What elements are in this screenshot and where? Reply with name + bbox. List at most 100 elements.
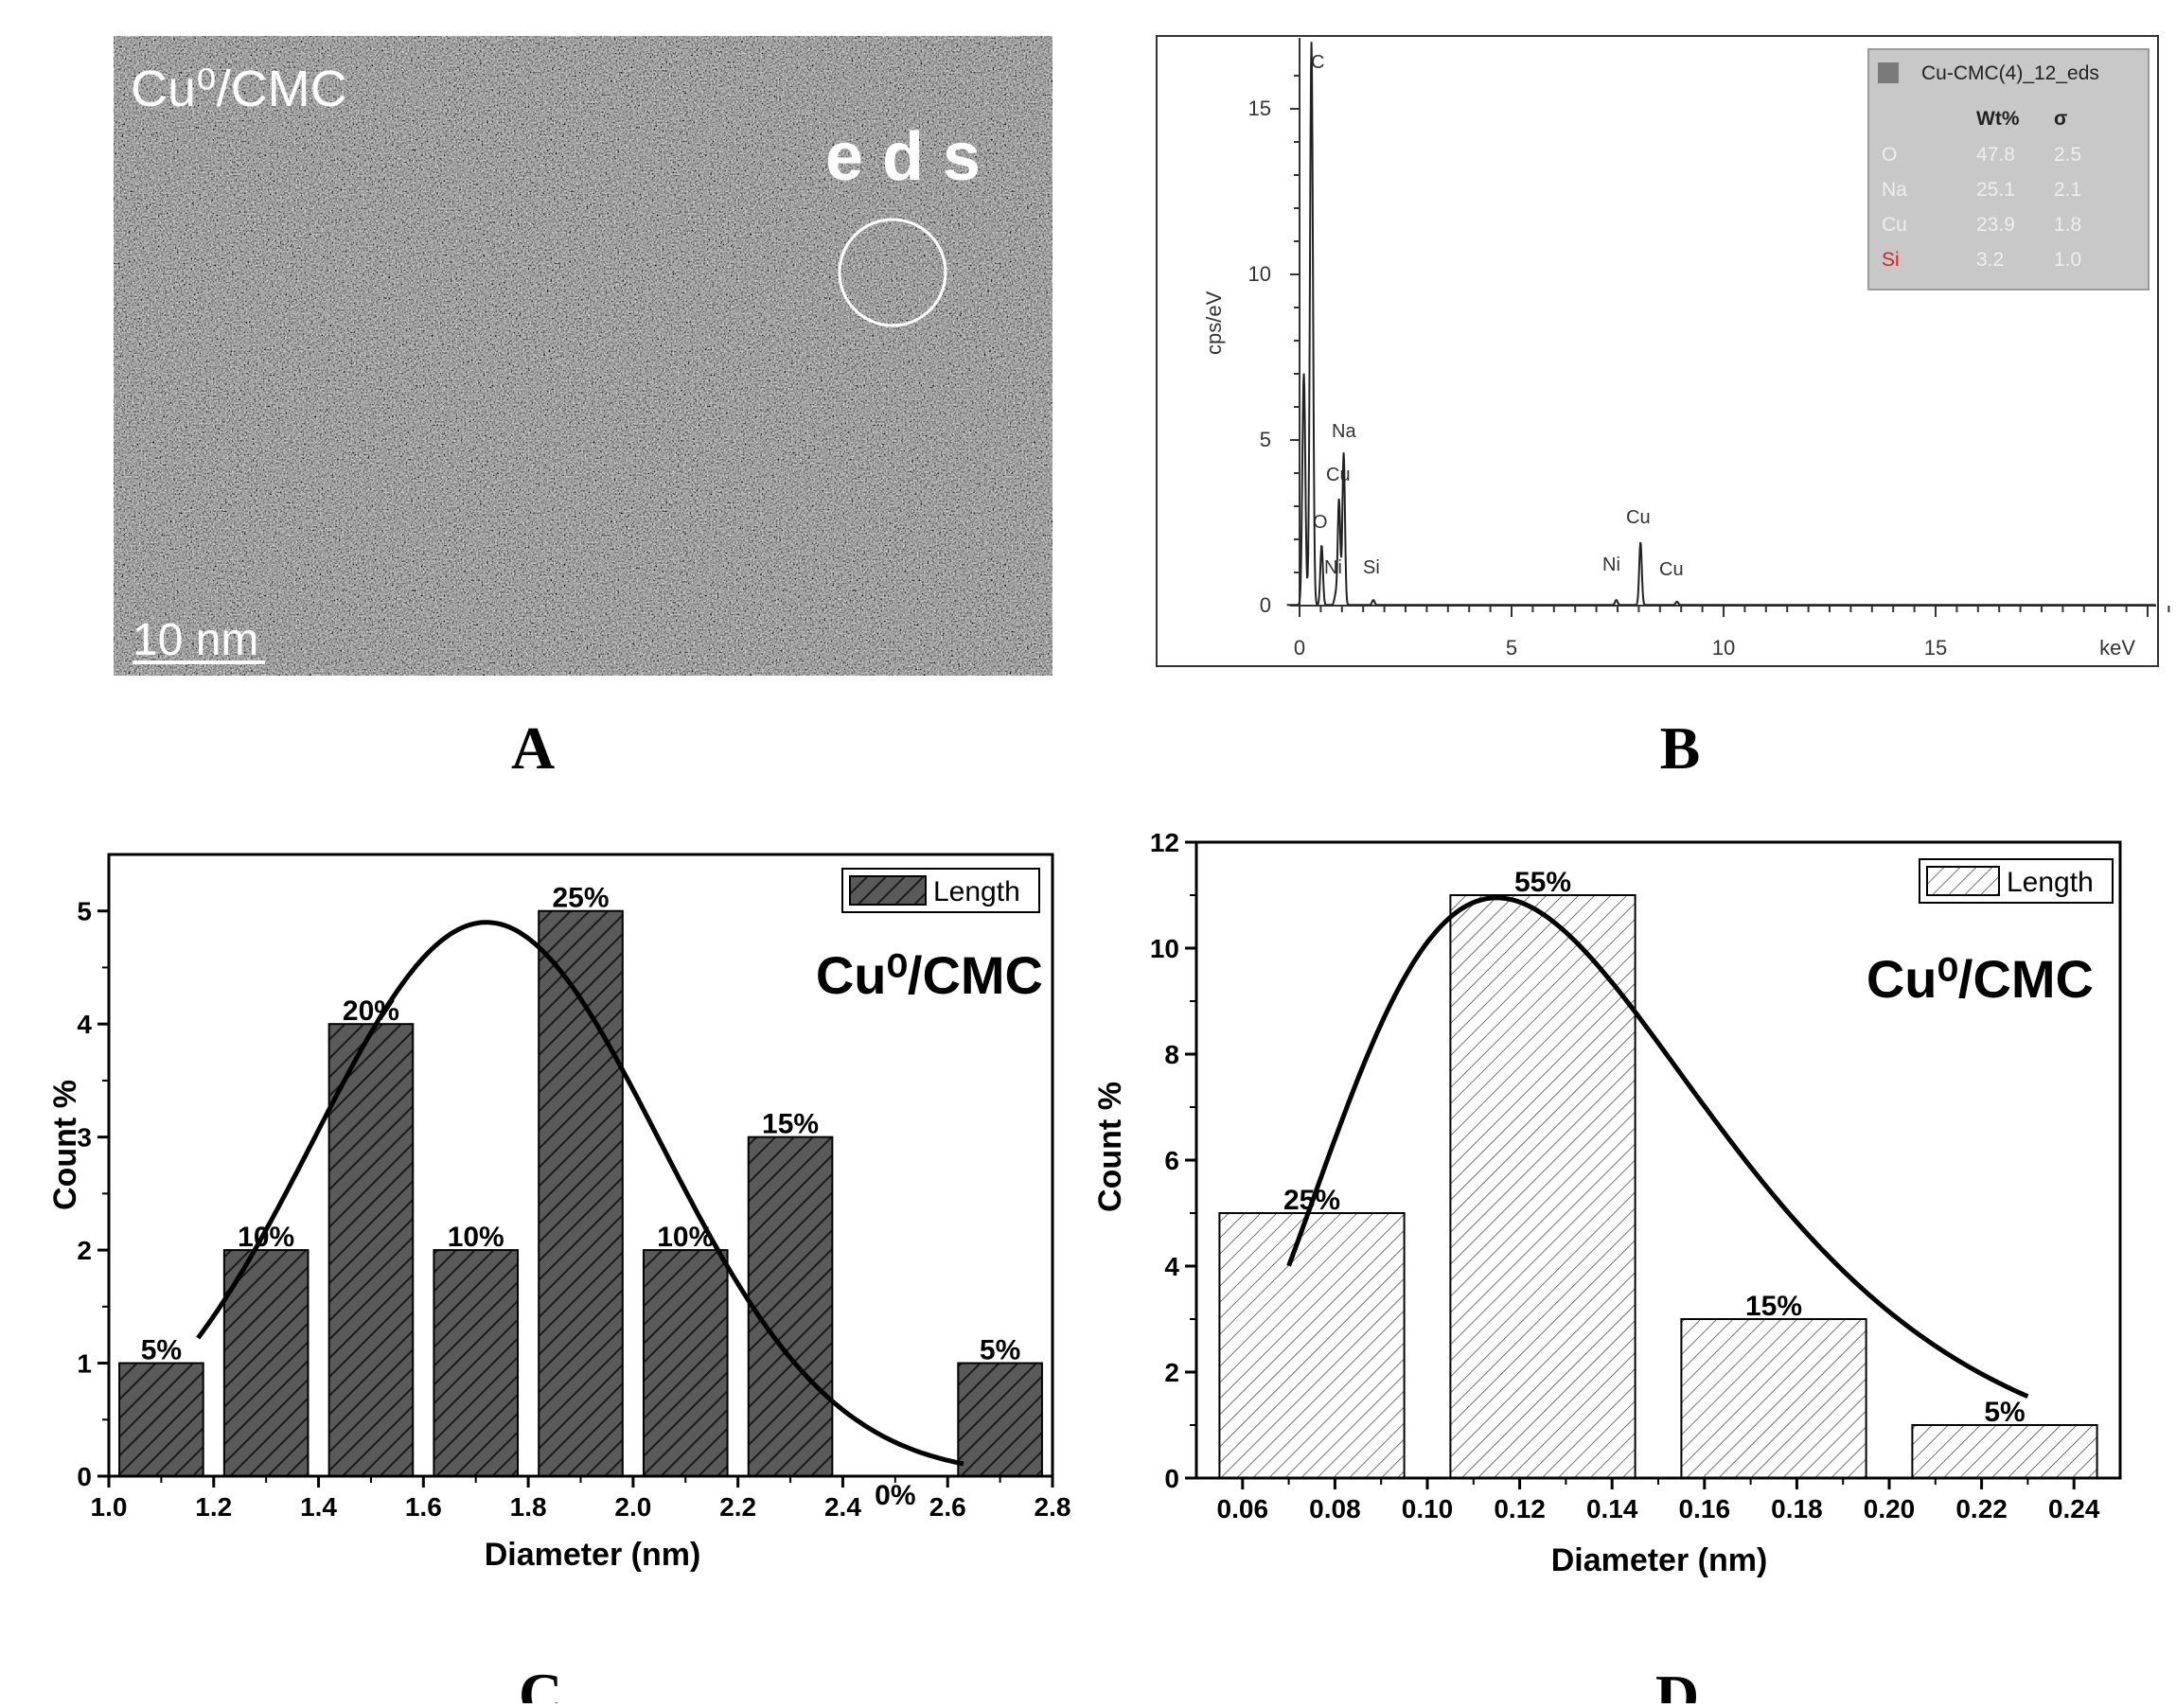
peak-label-si: Si: [1363, 557, 1380, 578]
hist-d-y-label: Count %: [1092, 1082, 1128, 1212]
hist-d-bar-label: 15%: [1745, 1291, 1802, 1322]
eds-spectrum-line: [1286, 42, 2156, 607]
eds-y-tick-10: 10: [1248, 262, 1271, 286]
panel-letter-a: A: [511, 714, 555, 782]
peak-label-o: O: [1313, 512, 1328, 533]
eds-label: e d s: [825, 119, 981, 195]
hist-d-x-tick: 0.12: [1494, 1494, 1546, 1523]
scale-bar-label: 10 nm: [133, 615, 258, 665]
hist-d-x-tick: 0.06: [1217, 1494, 1269, 1523]
hist-c-title: Cu⁰/CMC: [816, 945, 1043, 1005]
hist-c-bar: [642, 1249, 729, 1478]
hist-c-x-tick: 2.8: [1035, 1492, 1071, 1522]
hist-d-x-tick: 0.24: [2048, 1494, 2100, 1523]
eds-axes: 0 5 10 15 0 5 10 15: [1248, 97, 1948, 660]
eds-x-tick-10: 10: [1712, 636, 1735, 660]
peak-label-ni-k: Ni: [1602, 555, 1620, 575]
eds-legend-header-sigma: σ: [2054, 108, 2067, 130]
eds-y-tick-15: 15: [1248, 97, 1271, 120]
hist-c-bar: [747, 1136, 834, 1477]
hist-d-bar: [1911, 1424, 2098, 1479]
eds-legend-swatch: [1878, 62, 1899, 83]
panel-a: Cu⁰/CMC e d s 10 nm A: [114, 36, 1053, 782]
eds-peak-labels: C Na Cu O Ni Si Cu Ni Cu: [1311, 52, 1684, 580]
hist-d-y-tick: 10: [1150, 934, 1179, 963]
hist-c-x-tick: 1.0: [91, 1492, 128, 1522]
peak-label-cu-l: Cu: [1326, 465, 1351, 485]
hist-d-x-tick: 0.08: [1309, 1494, 1361, 1523]
peak-label-c: C: [1311, 52, 1324, 73]
hist-c-fit-curve: [196, 920, 964, 1467]
hist-c-y-tick: 1: [77, 1349, 92, 1379]
hist-c-bar-label: 5%: [980, 1335, 1020, 1366]
hist-d-legend-swatch: [1926, 866, 2000, 896]
hist-d-y-tick: 4: [1164, 1252, 1179, 1281]
hist-d-x-tick: 0.10: [1402, 1494, 1454, 1523]
eds-row-sigma-na: 2.1: [2054, 179, 2081, 201]
panel-letter-b: B: [1660, 714, 1701, 782]
hist-c-x-label: Diameter (nm): [485, 1537, 701, 1573]
eds-y-tick-5: 5: [1260, 428, 1271, 451]
hist-d-legend-label: Length: [2007, 867, 2094, 898]
hist-d-x-label: Diameter (nm): [1551, 1542, 1768, 1578]
peak-label-ni-l: Ni: [1324, 557, 1342, 578]
panel-d: Count % Diameter (nm) Cu⁰/CMC Length D 2…: [1092, 828, 2122, 1708]
hist-c-bar-label: 5%: [141, 1335, 182, 1366]
hist-c-bar: [327, 1023, 415, 1477]
hist-c-bar: [538, 909, 624, 1477]
hist-c-bar: [222, 1249, 310, 1478]
hist-c-x-tick: 1.8: [510, 1492, 547, 1522]
eds-x-tick-0: 0: [1294, 636, 1305, 660]
hist-d-bar-label: 5%: [1984, 1397, 2025, 1428]
panel-c: Count % Diameter (nm) Cu⁰/CMC Length C 5…: [47, 853, 1071, 1708]
hist-c-x-tick: 1.2: [195, 1492, 232, 1522]
eds-legend-title: Cu-CMC(4)_12_eds: [1921, 62, 2099, 84]
hist-c-x-tick: 2.0: [614, 1492, 651, 1522]
hist-d-bar: [1449, 894, 1636, 1479]
hist-d-x-tick: 0.22: [1955, 1494, 2008, 1523]
hist-d-fit-curve: [1286, 895, 2029, 1399]
hist-d-y-tick: 12: [1150, 828, 1179, 857]
hist-c-x-tick: 2.2: [719, 1492, 756, 1522]
hist-d-x-tick: 0.18: [1771, 1494, 1823, 1523]
hist-c-y-tick: 3: [77, 1123, 92, 1153]
hist-c-x-tick: 1.4: [300, 1492, 337, 1522]
hist-c-bar-label: 10%: [448, 1222, 504, 1253]
hist-d-bar-label: 55%: [1514, 867, 1571, 898]
eds-y-tick-0: 0: [1260, 593, 1271, 617]
eds-region-circle: [838, 218, 947, 327]
tem-sample-label: Cu⁰/CMC: [131, 61, 347, 117]
hist-c-bar: [957, 1362, 1043, 1477]
eds-x-tick-5: 5: [1506, 636, 1517, 660]
hist-d-bar: [1218, 1212, 1406, 1479]
eds-row-el-si: Si: [1882, 249, 1900, 271]
hist-c-bar: [118, 1362, 204, 1477]
hist-c-y-tick: 4: [77, 1010, 92, 1039]
hist-c-y-label: Count %: [47, 1080, 83, 1210]
eds-row-wt-o: 47.8: [1976, 144, 2015, 166]
panel-letter-c: C: [519, 1661, 562, 1703]
hist-c-bar-label: 25%: [552, 883, 609, 914]
hist-d-y-tick: 2: [1164, 1358, 1179, 1387]
eds-row-el-o: O: [1882, 144, 1897, 166]
panel-b: cps/eV keV 0 5 10 15 0 5 10 15 C Na Cu O…: [1156, 35, 2170, 782]
eds-x-unit: keV: [2099, 636, 2135, 660]
tem-image-shade: [114, 36, 1053, 676]
eds-y-label: cps/eV: [1202, 291, 1226, 355]
hist-c-x-tick: 2.4: [824, 1492, 861, 1522]
eds-legend: Cu-CMC(4)_12_eds Wt% σ O 47.8 2.5 Na 25.…: [1867, 48, 2149, 291]
tem-image: [114, 36, 1053, 676]
hist-d-x-tick: 0.14: [1586, 1494, 1638, 1523]
hist-c-bar: [433, 1249, 520, 1478]
peak-label-cu-ka: Cu: [1626, 507, 1651, 528]
hist-d-y-tick: 0: [1164, 1464, 1179, 1493]
hist-c-bar-label: 15%: [762, 1109, 819, 1140]
eds-x-tick-15: 15: [1924, 636, 1947, 660]
peak-label-na: Na: [1332, 421, 1356, 442]
eds-legend-header-wt: Wt%: [1976, 108, 2020, 130]
eds-row-wt-si: 3.2: [1976, 249, 2004, 271]
hist-d-x-tick: 0.20: [1864, 1494, 1916, 1523]
hist-c-x-tick: 2.6: [929, 1492, 966, 1522]
hist-d-x-tick: 0.16: [1679, 1494, 1731, 1523]
